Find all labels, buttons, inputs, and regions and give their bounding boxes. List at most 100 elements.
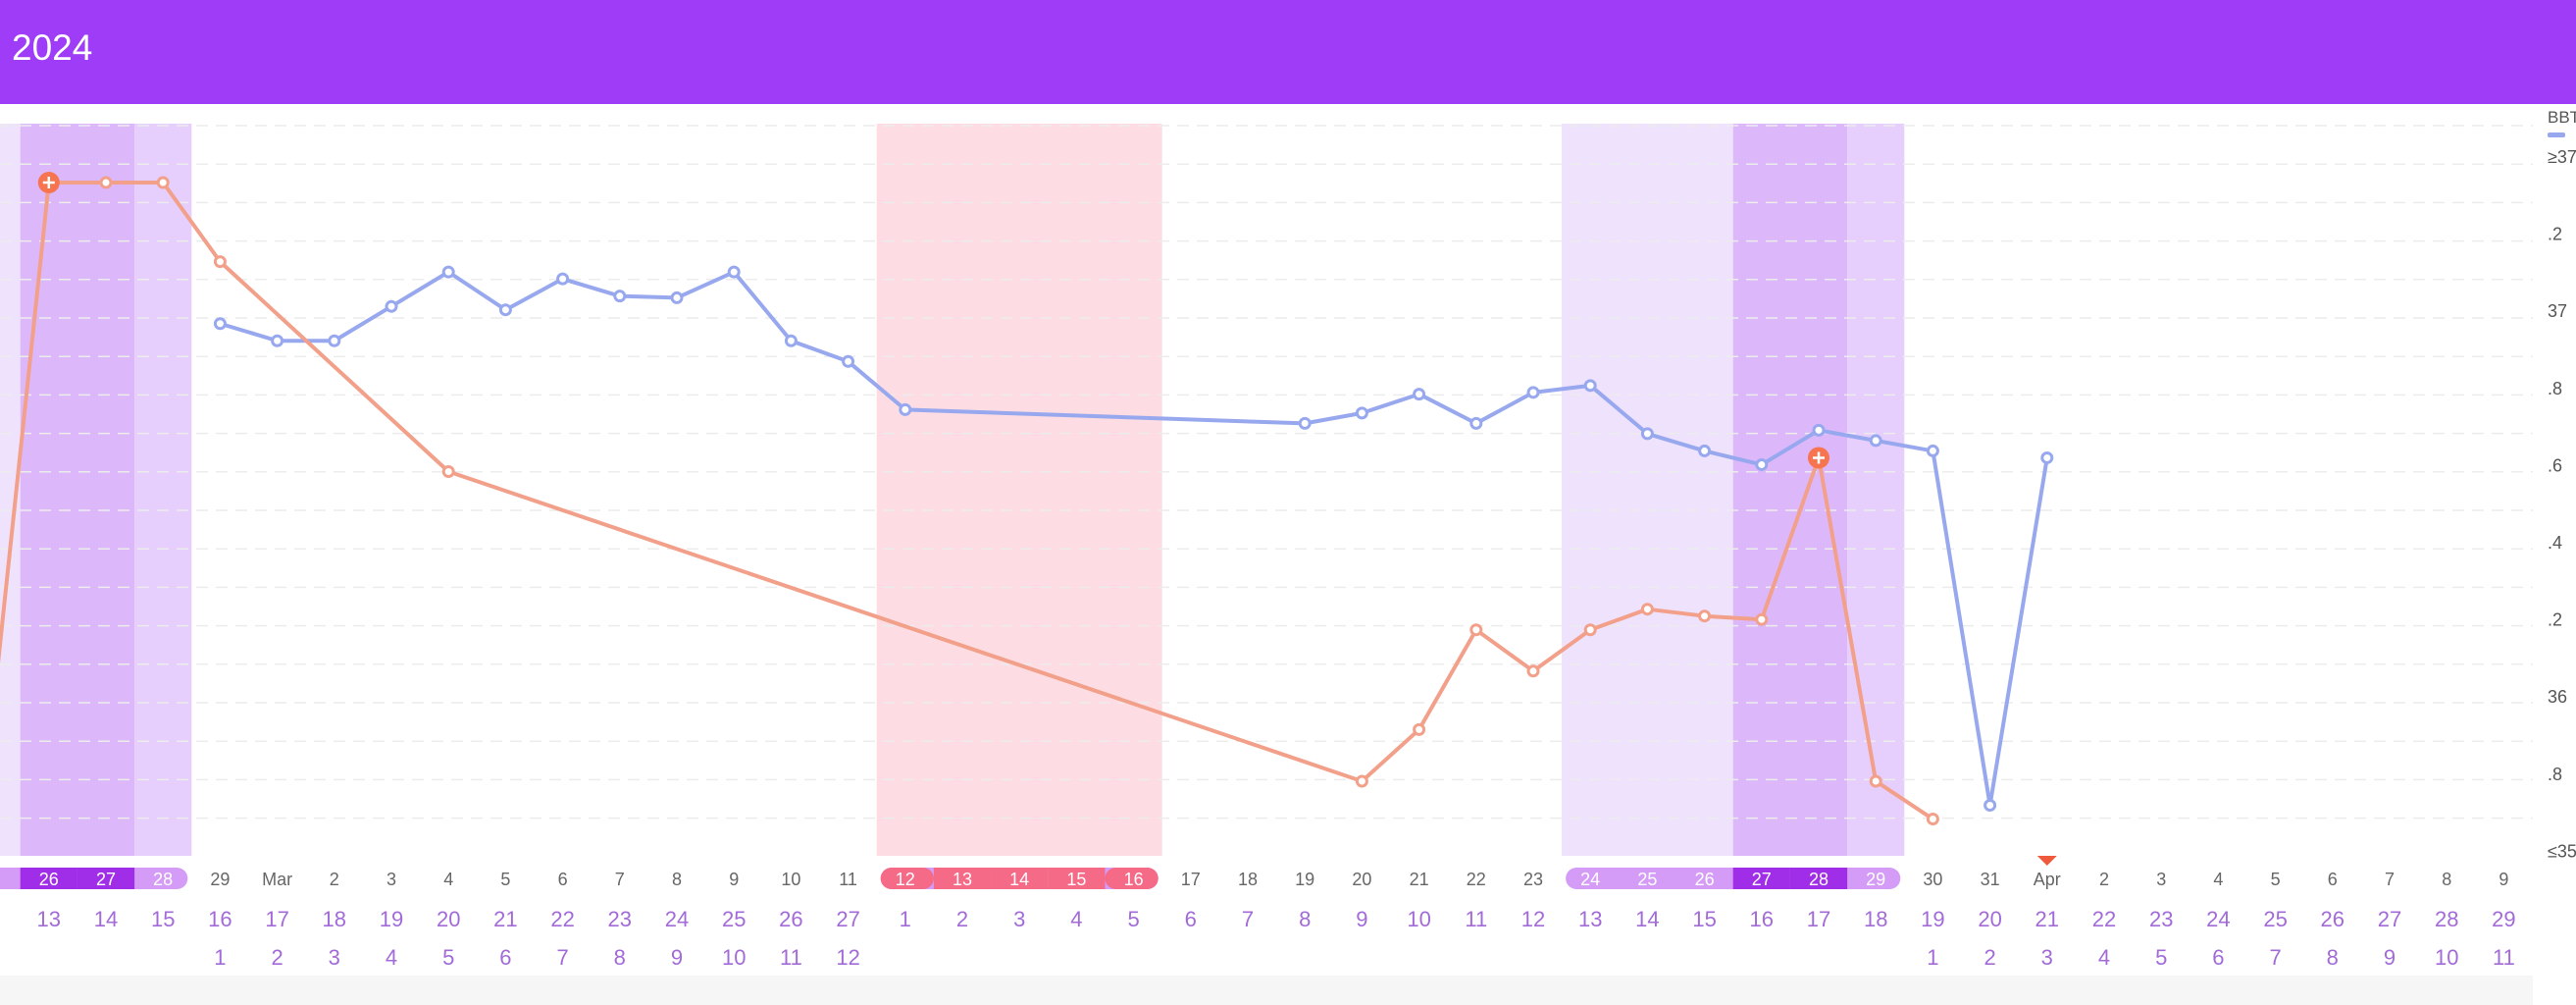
data-point[interactable]: [441, 265, 455, 279]
cycle-day-label: 20: [437, 907, 460, 931]
date-label[interactable]: 4: [2213, 870, 2223, 889]
data-point[interactable]: [99, 176, 113, 189]
cycle-day-label-2: 5: [442, 945, 454, 970]
date-label[interactable]: 2: [330, 870, 339, 889]
data-point[interactable]: [670, 291, 684, 304]
data-point[interactable]: [1698, 444, 1712, 457]
date-label[interactable]: 19: [1295, 870, 1314, 889]
data-point[interactable]: [1583, 623, 1597, 637]
date-label[interactable]: 2: [2099, 870, 2109, 889]
data-point[interactable]: [1869, 774, 1882, 788]
date-label[interactable]: 11: [839, 870, 857, 889]
data-point[interactable]: [213, 317, 227, 331]
data-point[interactable]: [1583, 379, 1597, 393]
date-label[interactable]: 29: [1866, 870, 1885, 889]
date-label[interactable]: 16: [1124, 870, 1144, 889]
data-point[interactable]: [1869, 434, 1882, 448]
cycle-day-label-2: 12: [836, 945, 859, 970]
data-point[interactable]: [1812, 423, 1826, 437]
cycle-day-label: 17: [1807, 907, 1830, 931]
data-point[interactable]: [1755, 457, 1769, 471]
date-label[interactable]: Mar: [262, 870, 292, 889]
data-point[interactable]: [2040, 450, 2054, 464]
date-label[interactable]: 12: [896, 870, 915, 889]
data-point[interactable]: [213, 255, 227, 269]
date-label[interactable]: 8: [672, 870, 682, 889]
data-point[interactable]: [1640, 603, 1654, 616]
date-pill-cell: [880, 868, 934, 889]
date-label[interactable]: 28: [1809, 870, 1829, 889]
date-label[interactable]: 18: [1238, 870, 1258, 889]
data-point[interactable]: [441, 464, 455, 478]
data-point[interactable]: [899, 402, 912, 416]
date-label[interactable]: Apr: [2034, 870, 2061, 889]
date-label[interactable]: 3: [2156, 870, 2166, 889]
data-point[interactable]: [1526, 664, 1540, 678]
date-label[interactable]: 7: [2385, 870, 2395, 889]
cycle-day-label: 25: [722, 907, 746, 931]
date-label[interactable]: 5: [2271, 870, 2281, 889]
data-point[interactable]: [727, 265, 741, 279]
date-label[interactable]: 22: [1467, 870, 1486, 889]
data-point[interactable]: [1355, 774, 1368, 788]
date-label[interactable]: 3: [386, 870, 396, 889]
date-label[interactable]: 14: [1009, 870, 1029, 889]
date-label[interactable]: 21: [1410, 870, 1429, 889]
date-label[interactable]: 23: [1523, 870, 1543, 889]
cycle-day-label: 19: [1921, 907, 1944, 931]
data-point[interactable]: [1526, 386, 1540, 399]
data-point[interactable]: [1469, 623, 1483, 637]
date-label[interactable]: 5: [500, 870, 510, 889]
data-point[interactable]: [271, 334, 284, 347]
data-point[interactable]: [1926, 444, 1939, 457]
data-point[interactable]: [498, 303, 512, 317]
data-point[interactable]: [1640, 427, 1654, 441]
date-label[interactable]: 9: [729, 870, 739, 889]
date-label[interactable]: 27: [96, 870, 116, 889]
data-point[interactable]: [556, 272, 570, 286]
data-point[interactable]: [613, 290, 627, 303]
data-point[interactable]: [1698, 609, 1712, 623]
date-label[interactable]: 20: [1352, 870, 1371, 889]
date-label[interactable]: 9: [2499, 870, 2508, 889]
data-point[interactable]: [1984, 799, 1997, 813]
data-point[interactable]: [1413, 388, 1426, 401]
date-label[interactable]: 17: [1181, 870, 1201, 889]
date-label[interactable]: 10: [781, 870, 800, 889]
date-label[interactable]: 4: [443, 870, 453, 889]
date-label[interactable]: 29: [210, 870, 230, 889]
data-point[interactable]: [1755, 612, 1769, 626]
date-label[interactable]: 15: [1066, 870, 1086, 889]
data-point[interactable]: [385, 299, 398, 313]
date-label[interactable]: 7: [615, 870, 625, 889]
date-label[interactable]: 13: [953, 870, 972, 889]
date-pill-cell: [1105, 868, 1159, 889]
date-label[interactable]: 30: [1923, 870, 1942, 889]
date-label[interactable]: 6: [558, 870, 568, 889]
data-point[interactable]: [784, 334, 798, 347]
cycle-day-label: 14: [1635, 907, 1659, 931]
date-label[interactable]: 24: [1580, 870, 1600, 889]
date-label[interactable]: 25: [1637, 870, 1657, 889]
date-label[interactable]: 26: [39, 870, 59, 889]
data-point[interactable]: [1469, 416, 1483, 430]
y-tick-label: ≤35.6: [2548, 841, 2576, 861]
date-label[interactable]: 31: [1981, 870, 2000, 889]
date-label[interactable]: 27: [1752, 870, 1772, 889]
date-label[interactable]: 26: [1695, 870, 1715, 889]
data-point[interactable]: [842, 354, 855, 368]
data-point[interactable]: [1355, 406, 1368, 420]
cycle-day-label: 26: [779, 907, 802, 931]
data-point[interactable]: [1298, 416, 1312, 430]
date-label[interactable]: 8: [2442, 870, 2451, 889]
bbt-chart[interactable]: ≥37.4.237.8.6.4.236.8≤35.6BBT26272829Mar…: [0, 104, 2576, 976]
date-pill-cell: [20, 868, 77, 889]
data-point[interactable]: [1413, 722, 1426, 736]
data-point[interactable]: [156, 176, 170, 189]
data-point[interactable]: [1926, 813, 1939, 826]
date-label[interactable]: 6: [2328, 870, 2338, 889]
fertile-mid-band: [1847, 124, 1905, 856]
data-point[interactable]: [328, 334, 341, 347]
cycle-day-label-2: 4: [386, 945, 397, 970]
date-label[interactable]: 28: [153, 870, 173, 889]
